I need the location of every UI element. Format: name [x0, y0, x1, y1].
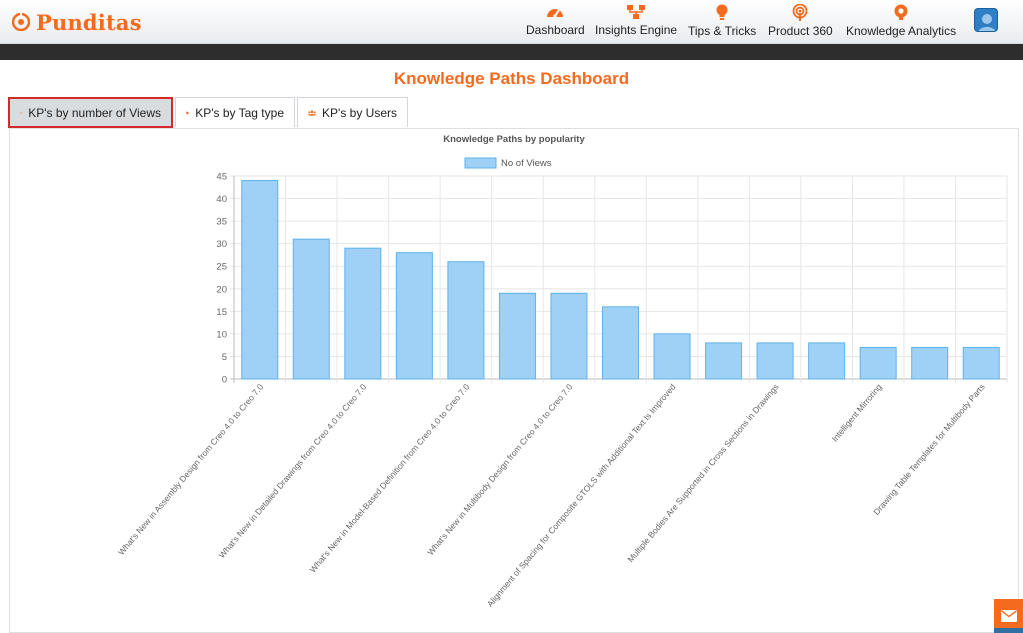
bar[interactable] — [911, 346, 949, 380]
bar[interactable] — [859, 346, 897, 380]
user-avatar-icon — [978, 14, 996, 31]
y-tick-label: 20 — [216, 284, 227, 295]
bar[interactable] — [395, 252, 433, 380]
broadcast-icon — [792, 4, 808, 21]
bar[interactable] — [498, 292, 536, 380]
bar[interactable] — [808, 342, 846, 380]
user-avatar[interactable] — [974, 8, 998, 32]
y-tick-label: 45 — [216, 172, 227, 183]
nav-dashboard[interactable]: Dashboard — [526, 4, 585, 40]
eye-icon — [20, 111, 23, 114]
page-title: Knowledge Paths Dashboard — [393, 69, 630, 88]
y-tick-label: 35 — [216, 217, 227, 228]
chart-legend[interactable]: No of Views — [464, 157, 552, 169]
bar[interactable] — [550, 292, 588, 380]
nav-label: Knowledge Analytics — [846, 24, 957, 38]
x-tick-label: Intelligent Mirroring — [830, 382, 884, 444]
contact-mail-button[interactable] — [994, 599, 1023, 633]
chart-panel: Knowledge Paths by popularity No of View… — [9, 128, 1019, 633]
nav-label: Tips & Tricks — [688, 24, 757, 38]
y-tick-label: 40 — [216, 194, 227, 205]
lightbulb-icon — [716, 4, 728, 20]
x-tick-label: Drawing Table Templates for Multibody Pa… — [871, 382, 987, 517]
bar[interactable] — [756, 342, 794, 380]
bar[interactable] — [962, 346, 1000, 380]
speedometer-icon — [547, 9, 564, 18]
views-bar-chart: Knowledge Paths by popularity No of View… — [116, 134, 1008, 609]
nav-label: Product 360 — [768, 24, 833, 38]
nav-insights-engine[interactable]: Insights Engine — [595, 4, 677, 40]
brand-logo[interactable]: Punditas — [12, 9, 142, 35]
bar[interactable] — [241, 180, 279, 380]
y-tick-label: 5 — [222, 352, 227, 363]
tab-label: KP's by number of Views — [28, 105, 161, 120]
fab-accent-strip — [994, 628, 1023, 633]
bar[interactable] — [653, 333, 691, 380]
brand-name: Punditas — [36, 9, 142, 35]
y-tick-label: 25 — [216, 262, 227, 273]
bar[interactable] — [292, 238, 330, 380]
bar[interactable] — [705, 342, 743, 380]
bar[interactable] — [602, 306, 639, 380]
bar[interactable] — [447, 261, 485, 380]
nav-product-360[interactable]: Product 360 — [768, 4, 833, 40]
y-tick-label: 30 — [216, 239, 227, 250]
tab-kps-by-tag-type[interactable]: KP's by Tag type — [175, 97, 295, 127]
tab-label: KP's by Users — [322, 105, 397, 120]
nav-label: Dashboard — [526, 23, 585, 37]
nav-tips-tricks[interactable]: Tips & Tricks — [688, 4, 756, 40]
tag-icon — [186, 111, 190, 114]
chart-title: Knowledge Paths by popularity — [443, 134, 585, 145]
legend-swatch — [464, 157, 497, 169]
nav-label: Insights Engine — [595, 23, 678, 37]
tab-kps-by-views[interactable]: KP's by number of Views — [8, 97, 173, 128]
tab-kps-by-users[interactable]: KP's by Users — [297, 97, 408, 127]
hierarchy-icon — [627, 5, 646, 19]
users-icon — [308, 110, 317, 116]
envelope-icon — [1000, 610, 1017, 622]
x-tick-label: What's New in Model-Based Definition fro… — [308, 382, 472, 575]
tab-label: KP's by Tag type — [195, 105, 284, 120]
y-tick-label: 10 — [216, 329, 227, 340]
analytics-gear-icon — [894, 4, 908, 20]
y-tick-label: 0 — [222, 375, 227, 386]
y-tick-label: 15 — [216, 307, 227, 318]
x-tick-label: Alignment of Spacing for Composite GTOLS… — [485, 382, 678, 609]
punditas-logo-icon — [12, 13, 30, 31]
nav-knowledge-analytics[interactable]: Knowledge Analytics — [846, 4, 956, 40]
legend-label: No of Views — [501, 158, 552, 169]
top-navigation-bar: Punditas Dashboard Insights Engine Tips … — [0, 0, 1023, 44]
header-divider-bar — [0, 44, 1023, 60]
bar[interactable] — [344, 247, 382, 380]
